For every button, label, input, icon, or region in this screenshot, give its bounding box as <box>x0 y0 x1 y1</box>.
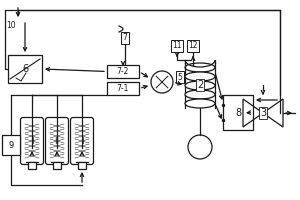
Text: 6: 6 <box>22 64 28 74</box>
Bar <box>78 162 86 169</box>
Text: 9: 9 <box>8 140 14 150</box>
Ellipse shape <box>185 81 215 90</box>
Text: 3: 3 <box>260 108 266 118</box>
Text: 11: 11 <box>172 42 182 50</box>
FancyBboxPatch shape <box>70 117 94 164</box>
Text: I: I <box>31 138 33 146</box>
Bar <box>107 65 139 78</box>
Ellipse shape <box>185 90 215 99</box>
Text: I: I <box>81 138 83 146</box>
Text: 10: 10 <box>6 21 16 30</box>
Bar <box>28 162 36 169</box>
Bar <box>53 162 61 169</box>
Bar <box>223 95 253 130</box>
Text: 7-2: 7-2 <box>117 67 129 76</box>
Text: 7-1: 7-1 <box>117 84 129 93</box>
Ellipse shape <box>185 99 215 108</box>
Text: II: II <box>55 138 59 146</box>
Text: 8: 8 <box>235 108 241 117</box>
Circle shape <box>151 71 173 93</box>
Text: 2: 2 <box>197 80 203 90</box>
Ellipse shape <box>188 135 212 159</box>
Bar <box>8 55 42 83</box>
Text: 5: 5 <box>178 72 182 82</box>
Bar <box>2 135 20 155</box>
Text: 7: 7 <box>123 33 128 43</box>
FancyBboxPatch shape <box>20 117 44 164</box>
FancyBboxPatch shape <box>46 117 68 164</box>
Text: 12: 12 <box>188 42 198 50</box>
Bar <box>107 82 139 95</box>
Ellipse shape <box>185 72 215 81</box>
Ellipse shape <box>185 63 215 72</box>
